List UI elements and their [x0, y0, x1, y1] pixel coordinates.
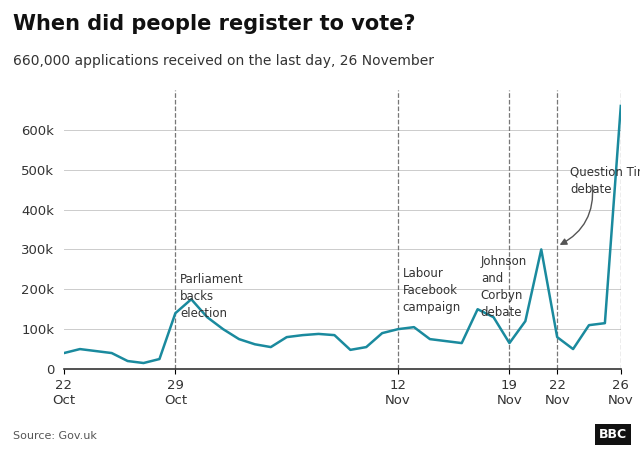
Text: Source: Gov.uk: Source: Gov.uk — [13, 431, 97, 441]
Text: 660,000 applications received on the last day, 26 November: 660,000 applications received on the las… — [13, 54, 434, 68]
Text: BBC: BBC — [599, 428, 627, 441]
Text: Question Time
debate: Question Time debate — [570, 166, 640, 196]
Text: Johnson
and
Corbyn
debate: Johnson and Corbyn debate — [481, 256, 527, 320]
Text: Parliament
backs
election: Parliament backs election — [180, 273, 244, 320]
Text: Labour
Facebook
campaign: Labour Facebook campaign — [403, 267, 461, 315]
Text: When did people register to vote?: When did people register to vote? — [13, 14, 415, 33]
